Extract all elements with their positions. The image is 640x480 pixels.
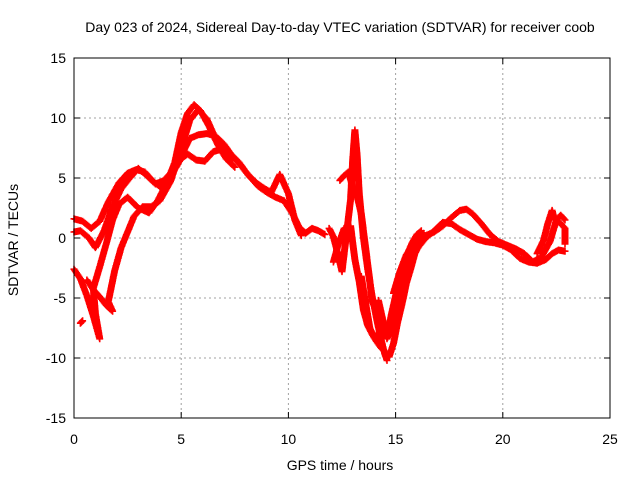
series-track-4 [83,106,237,315]
x-tick-label: 5 [177,431,185,447]
axis-ticks: 0 5 10 15 20 25 -15 -10 -5 0 5 10 15 [46,50,618,447]
data-markers [533,206,569,258]
y-tick-label: -15 [46,410,66,426]
x-tick-label: 10 [281,431,297,447]
grid [74,58,610,418]
y-tick-label: 0 [58,230,66,246]
x-tick-label: 25 [602,431,618,447]
series-track-12 [405,218,569,270]
y-tick-label: 10 [50,110,66,126]
y-tick-label: -10 [46,350,66,366]
series-track-5 [76,317,87,327]
chart-title: Day 023 of 2024, Sidereal Day-to-day VTE… [85,19,595,35]
data-markers [76,317,87,327]
data-points [70,101,569,364]
x-tick-label: 15 [388,431,404,447]
data-markers [83,106,237,315]
data-markers [336,168,380,314]
x-tick-label: 0 [70,431,78,447]
x-axis-label: GPS time / hours [287,457,394,473]
y-tick-label: 5 [58,170,66,186]
series-track-7 [336,168,380,314]
x-tick-label: 20 [495,431,511,447]
series-track-13 [533,206,569,258]
data-markers [405,218,569,270]
y-tick-label: 15 [50,50,66,66]
y-tick-label: -5 [54,290,67,306]
y-axis-label: SDTVAR / TECUs [5,184,21,296]
